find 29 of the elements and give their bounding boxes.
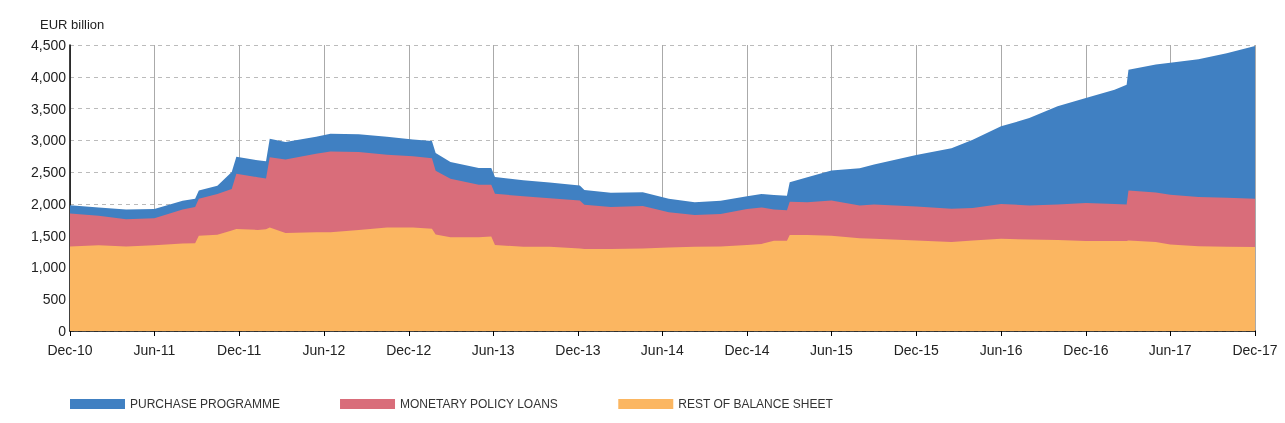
legend-label: REST OF BALANCE SHEET <box>678 397 834 411</box>
y-tick-label: 2,500 <box>30 164 67 181</box>
legend-label: PURCHASE PROGRAMME <box>130 397 281 411</box>
x-tick-label: Dec-14 <box>724 342 770 358</box>
x-tick-label: Jun-14 <box>640 342 684 358</box>
x-tick-label: Dec-11 <box>217 342 262 358</box>
y-tick-label: 1,500 <box>30 227 67 244</box>
y-tick-label: 4,500 <box>30 37 67 53</box>
x-tick-label: Dec-13 <box>555 342 601 358</box>
y-tick-label: 0 <box>58 323 67 339</box>
y-tick-label: 2,000 <box>30 195 67 212</box>
y-tick-label: 3,500 <box>30 100 67 117</box>
x-tick-label: Jun-16 <box>979 342 1023 358</box>
x-tick-label: Jun-17 <box>1148 342 1192 358</box>
y-tick-label: 1,000 <box>30 259 67 276</box>
x-tick-label: Dec-10 <box>47 342 93 358</box>
x-tick-label: Dec-17 <box>1232 342 1278 358</box>
x-tick-label: Dec-15 <box>893 342 939 358</box>
y-tick-label: 500 <box>42 291 67 308</box>
x-tick-label: Jun-11 <box>133 342 176 358</box>
y-axis-title: EUR billion <box>40 17 105 32</box>
x-tick-label: Jun-15 <box>810 342 854 358</box>
x-tick-label: Dec-16 <box>1063 342 1109 358</box>
y-tick-label: 3,000 <box>30 132 67 149</box>
y-tick-label: 4,000 <box>30 68 67 85</box>
x-tick-label: Jun-12 <box>302 342 346 358</box>
legend-label: MONETARY POLICY LOANS <box>400 397 558 411</box>
x-tick-label: Dec-12 <box>386 342 432 358</box>
x-tick-label: Jun-13 <box>471 342 515 358</box>
